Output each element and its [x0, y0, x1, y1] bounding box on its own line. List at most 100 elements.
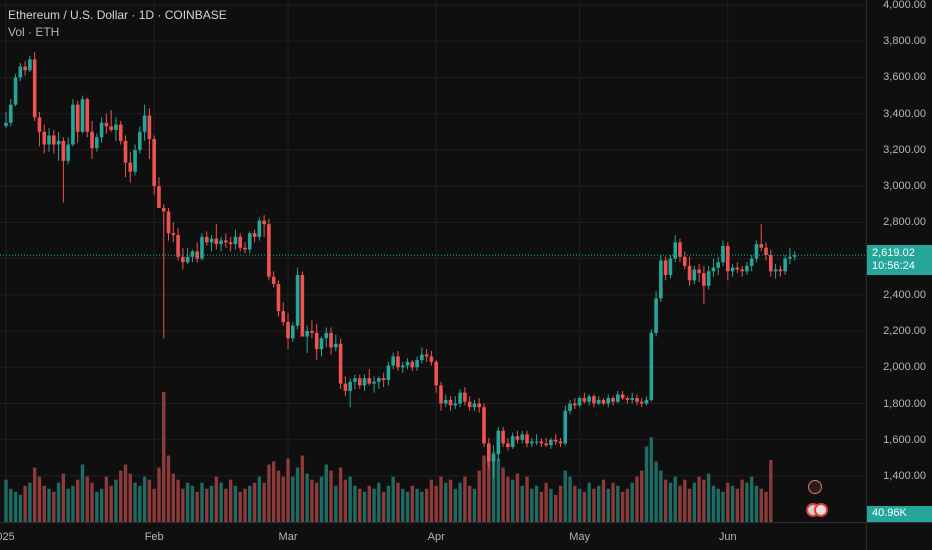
- candle: [620, 390, 625, 400]
- volume-bar: [745, 482, 749, 522]
- volume-bar: [630, 482, 634, 522]
- candle: [181, 247, 185, 270]
- volume-bar: [702, 479, 706, 522]
- candle-body: [520, 434, 525, 440]
- volume-bar: [238, 491, 242, 522]
- volume-bar: [506, 476, 510, 522]
- candle-body: [190, 251, 195, 257]
- volume-bar: [554, 494, 558, 522]
- candle-body: [434, 361, 438, 386]
- candle: [434, 360, 438, 393]
- price-tick: 3,800.00: [883, 35, 926, 48]
- volume-indicator-label[interactable]: Vol · ETH: [8, 25, 60, 39]
- candle-body: [114, 124, 118, 130]
- volume-bar: [47, 488, 51, 522]
- candlestick-chart[interactable]: [0, 0, 866, 522]
- volume-bar: [420, 491, 424, 522]
- price-tick: 4,000.00: [883, 0, 926, 11]
- candle: [123, 135, 128, 178]
- volume-bar: [80, 464, 85, 522]
- volume-bar: [28, 482, 32, 522]
- candle-body: [573, 403, 577, 406]
- candle-body: [788, 256, 792, 259]
- volume-bar: [606, 488, 610, 522]
- candle: [745, 262, 749, 275]
- candle-body: [13, 77, 18, 105]
- volume-bar: [90, 482, 94, 522]
- candle-body: [601, 399, 606, 404]
- candle: [8, 99, 13, 127]
- candle-body: [486, 443, 491, 462]
- candle-body: [8, 104, 13, 123]
- candle-body: [75, 104, 80, 132]
- volume-bar: [23, 485, 27, 522]
- candle: [185, 247, 190, 265]
- candle-body: [673, 242, 677, 259]
- candle: [147, 108, 152, 159]
- candle: [4, 111, 8, 129]
- candle: [563, 405, 568, 446]
- volume-bar: [482, 455, 486, 522]
- volume-bar: [410, 485, 414, 522]
- volume-bar: [472, 488, 477, 522]
- candle: [673, 235, 677, 263]
- candle: [501, 427, 505, 448]
- volume-bar: [754, 485, 759, 522]
- candle-body: [147, 115, 152, 140]
- price-scale[interactable]: 4,000.00 3,800.00 3,600.00 3,400.00 3,200.00…: [866, 0, 932, 522]
- candle: [477, 398, 482, 413]
- candle: [37, 111, 42, 147]
- volume-bar: [764, 491, 768, 522]
- candle: [625, 396, 630, 404]
- candle-body: [133, 149, 137, 172]
- candle-body: [639, 401, 644, 404]
- volume-bar: [458, 482, 462, 522]
- candle-body: [472, 403, 477, 408]
- candle: [114, 117, 118, 141]
- candle-body: [400, 365, 405, 368]
- candle: [61, 137, 66, 203]
- scale-corner[interactable]: [866, 522, 932, 550]
- volume-bar: [429, 479, 434, 522]
- candle: [52, 129, 56, 154]
- candle: [338, 338, 343, 390]
- candle-body: [410, 361, 415, 368]
- us-flag-event-icon-2[interactable]: [814, 503, 828, 517]
- dividend-marker-icon[interactable]: [808, 480, 822, 494]
- candle-body: [501, 430, 505, 444]
- price-tick: 2,000.00: [883, 361, 926, 374]
- volume-bar: [735, 488, 740, 522]
- candle: [472, 399, 477, 411]
- candle: [530, 437, 534, 448]
- candle: [420, 347, 424, 364]
- candle: [353, 374, 357, 390]
- volume-bar: [119, 470, 123, 522]
- volume-bar: [319, 476, 324, 522]
- candle: [773, 264, 778, 279]
- volume-bar: [358, 488, 362, 522]
- candle: [300, 271, 305, 337]
- price-tick: 2,800.00: [883, 216, 926, 229]
- volume-bar: [166, 455, 171, 522]
- symbol-title[interactable]: Ethereum / U.S. Dollar · 1D · COINBASE: [8, 8, 227, 22]
- volume-bar: [496, 458, 501, 522]
- candle: [654, 291, 658, 337]
- candle-body: [381, 378, 386, 380]
- volume-bar: [262, 482, 266, 522]
- candle-body: [644, 399, 649, 404]
- candle-body: [90, 131, 94, 149]
- volume-bar: [104, 476, 109, 522]
- candle-body: [721, 245, 725, 263]
- candle-body: [558, 441, 563, 444]
- candle: [200, 233, 204, 261]
- time-scale[interactable]: 2025 Feb Mar Apr May Jun: [0, 522, 866, 550]
- candle: [702, 265, 706, 304]
- chart-pane[interactable]: Ethereum / U.S. Dollar · 1D · COINBASE V…: [0, 0, 866, 522]
- candle: [783, 254, 787, 275]
- candle-body: [463, 392, 467, 402]
- candle: [377, 376, 381, 390]
- candle: [721, 240, 725, 266]
- price-tick: 2,400.00: [883, 288, 926, 301]
- volume-bar: [692, 482, 697, 522]
- volume-bar: [315, 482, 319, 522]
